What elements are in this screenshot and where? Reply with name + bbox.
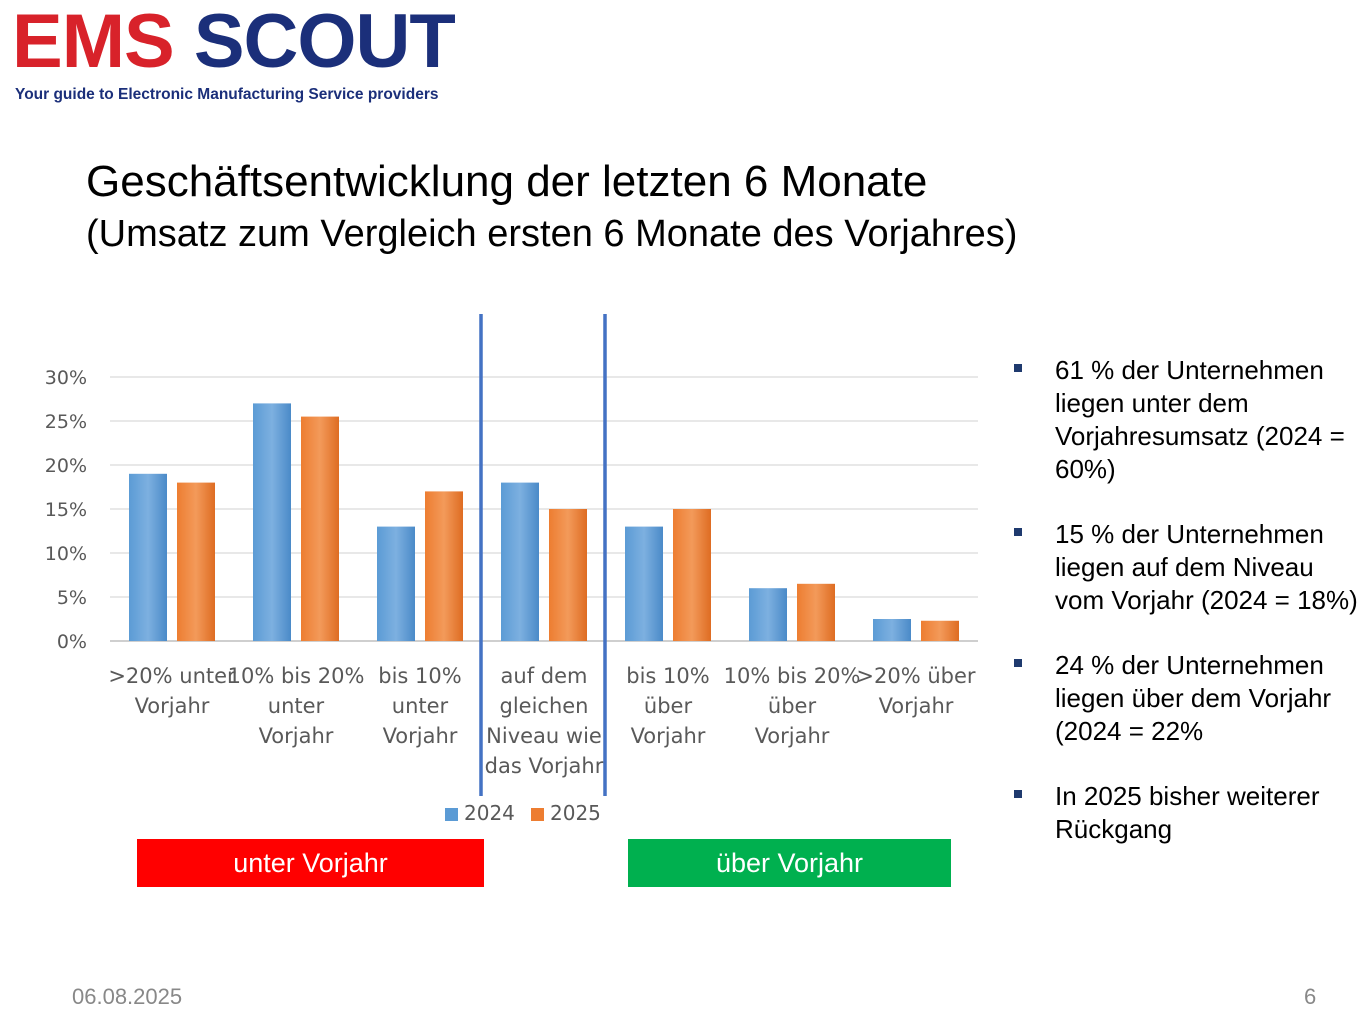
x-category-label: über xyxy=(768,694,817,718)
legend-label: 2024 xyxy=(464,801,515,825)
page-number: 6 xyxy=(1304,984,1317,1009)
x-category-label: auf dem xyxy=(501,664,588,688)
bar-2024 xyxy=(625,526,663,641)
y-tick-label: 5% xyxy=(57,587,87,609)
above-previous-year-box: über Vorjahr xyxy=(628,839,951,887)
bullet-marker-icon xyxy=(1014,528,1022,536)
slide-title: Geschäftsentwicklung der letzten 6 Monat… xyxy=(86,157,928,206)
y-tick-label: 10% xyxy=(45,543,87,565)
bullet-marker-icon xyxy=(1014,659,1022,667)
slide-subtitle: (Umsatz zum Vergleich ersten 6 Monate de… xyxy=(86,213,1018,255)
logo-ems-text: EMS xyxy=(12,0,175,84)
y-tick-label: 25% xyxy=(45,411,87,433)
bullet-item: 15 % der Unternehmen liegen auf dem Nive… xyxy=(1010,518,1358,617)
bar-2024 xyxy=(253,403,291,641)
x-category-label: unter xyxy=(392,694,449,718)
bullet-text: In 2025 bisher weiterer Rückgang xyxy=(1055,781,1320,844)
x-category-label: 10% bis 20% xyxy=(228,664,365,688)
bar-2025 xyxy=(301,416,339,641)
legend-label: 2025 xyxy=(550,801,601,825)
bar-chart: 0% 5% 10% 15% 20% 25% 30% >20% unter Vorjahr 10% … xyxy=(45,314,978,825)
legend-swatch-2024 xyxy=(445,808,458,821)
bar-2025 xyxy=(425,491,463,641)
bar-2025 xyxy=(797,583,835,641)
logo-scout-text: SCOUT xyxy=(193,0,456,84)
bullet-item: In 2025 bisher weiterer Rückgang xyxy=(1010,780,1358,846)
below-previous-year-box: unter Vorjahr xyxy=(137,839,484,887)
bullet-text: 15 % der Unternehmen liegen auf dem Nive… xyxy=(1055,519,1358,615)
bar-2024 xyxy=(129,473,167,641)
footer-date: 06.08.2025 xyxy=(72,984,183,1009)
x-category-label: über xyxy=(644,694,693,718)
x-category-label: Vorjahr xyxy=(879,694,954,718)
bullet-marker-icon xyxy=(1014,364,1022,372)
logo-tagline: Your guide to Electronic Manufacturing S… xyxy=(15,86,439,103)
x-category-label: >20% unter xyxy=(108,664,236,688)
y-tick-label: 20% xyxy=(45,455,87,477)
x-category-label: unter xyxy=(268,694,325,718)
bullet-text: 61 % der Unternehmen liegen unter dem Vo… xyxy=(1055,355,1345,484)
bullet-item: 61 % der Unternehmen liegen unter dem Vo… xyxy=(1010,354,1358,486)
x-category-label: Vorjahr xyxy=(259,724,334,748)
bullet-marker-icon xyxy=(1014,790,1022,798)
x-category-label: gleichen xyxy=(499,694,588,718)
x-category-label: Vorjahr xyxy=(755,724,830,748)
x-category-label: Niveau wie xyxy=(486,724,602,748)
y-tick-label: 30% xyxy=(45,367,87,389)
y-tick-label: 0% xyxy=(57,631,87,653)
legend-swatch-2025 xyxy=(531,808,544,821)
x-category-label: Vorjahr xyxy=(631,724,706,748)
x-category-label: 10% bis 20% xyxy=(724,664,861,688)
bar-2024 xyxy=(501,482,539,641)
x-category-label: bis 10% xyxy=(378,664,461,688)
bullet-text: 24 % der Unternehmen liegen über dem Vor… xyxy=(1055,650,1332,746)
x-category-label: Vorjahr xyxy=(383,724,458,748)
bar-2024 xyxy=(377,526,415,641)
bar-2025 xyxy=(177,482,215,641)
x-category-label: Vorjahr xyxy=(135,694,210,718)
bullet-item: 24 % der Unternehmen liegen über dem Vor… xyxy=(1010,649,1358,748)
x-category-label: das Vorjahr xyxy=(485,754,604,778)
bar-2025 xyxy=(921,620,959,641)
bar-2024 xyxy=(749,588,787,641)
bullet-list: 61 % der Unternehmen liegen unter dem Vo… xyxy=(1010,354,1358,846)
bar-2024 xyxy=(873,619,911,641)
x-category-label: >20% über xyxy=(856,664,976,688)
bar-2025 xyxy=(549,509,587,641)
x-category-label: bis 10% xyxy=(626,664,709,688)
y-tick-label: 15% xyxy=(45,499,87,521)
logo: EMS SCOUT xyxy=(12,0,456,84)
bar-2025 xyxy=(673,509,711,641)
